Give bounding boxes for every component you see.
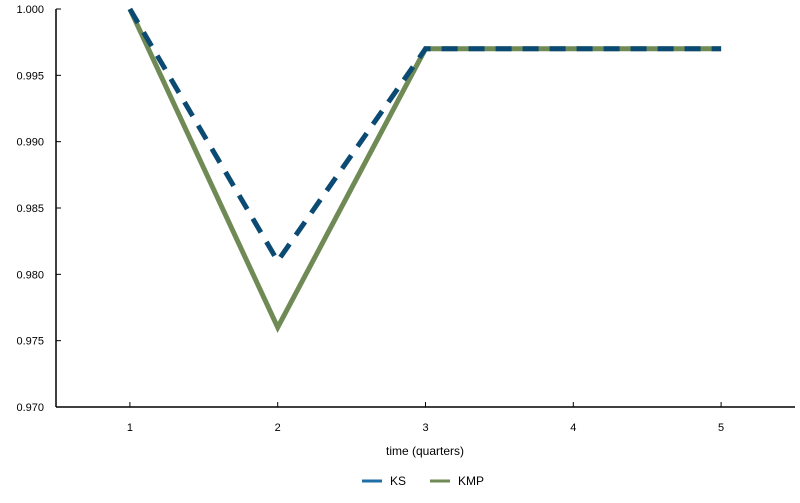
y-ticks: 1.000 0.995 0.990 0.985 0.980 0.975 0.970 bbox=[16, 4, 61, 414]
x-tick-label: 3 bbox=[422, 422, 428, 434]
series bbox=[127, 7, 722, 334]
legend-label-ks: KS bbox=[390, 474, 406, 488]
x-tick-label: 5 bbox=[718, 422, 724, 434]
x-tick-label: 4 bbox=[570, 422, 576, 434]
y-tick-label: 0.980 bbox=[16, 269, 44, 281]
y-tick-label: 0.970 bbox=[16, 402, 44, 414]
y-tick-label: 0.985 bbox=[16, 203, 44, 215]
x-tick-label: 1 bbox=[127, 422, 133, 434]
y-tick-label: 0.995 bbox=[16, 70, 44, 82]
series-line-ks bbox=[127, 7, 722, 266]
x-ticks: 1 2 3 4 5 bbox=[127, 402, 724, 434]
series-line-kmp bbox=[127, 7, 722, 334]
y-tick-label: 0.975 bbox=[16, 336, 44, 348]
x-tick-label: 2 bbox=[275, 422, 281, 434]
x-axis-label: time (quarters) bbox=[386, 444, 464, 458]
y-tick-label: 1.000 bbox=[16, 4, 44, 16]
legend: KS KMP bbox=[362, 474, 484, 488]
y-tick-label: 0.990 bbox=[16, 137, 44, 149]
axes bbox=[55, 9, 795, 408]
legend-label-kmp: KMP bbox=[458, 474, 484, 488]
